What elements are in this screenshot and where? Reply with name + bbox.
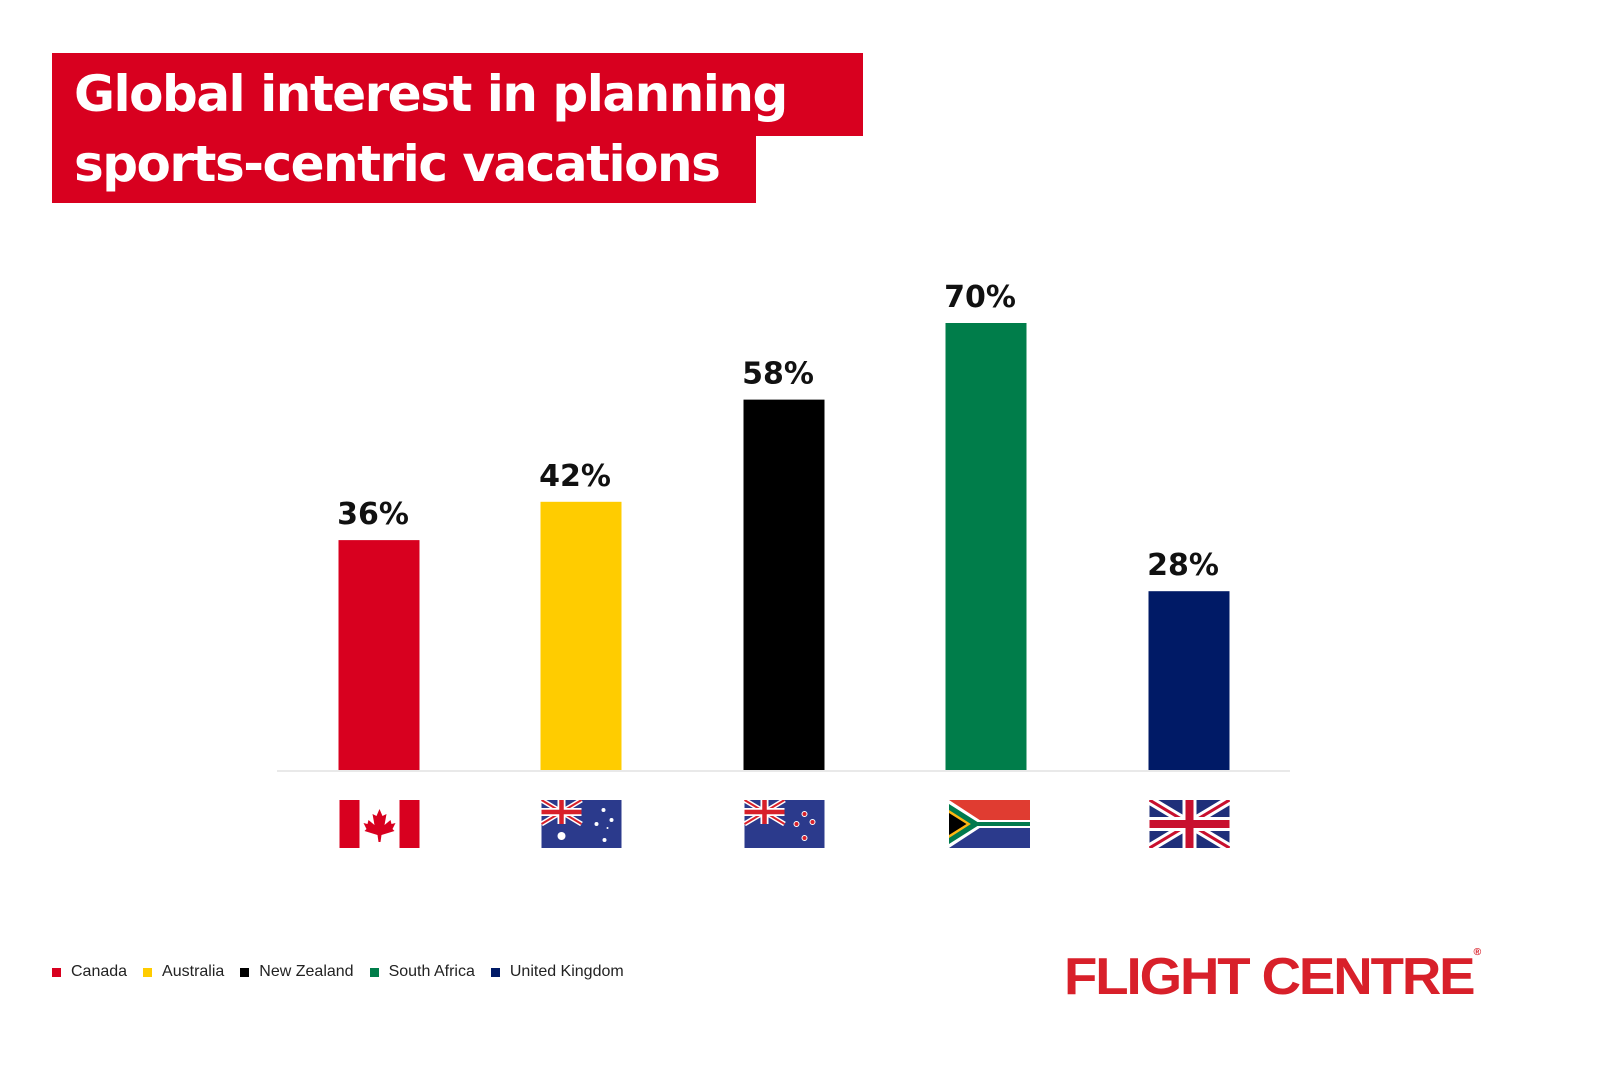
legend-label: South Africa <box>388 963 475 980</box>
registered-mark: ® <box>1473 947 1482 958</box>
bar-south-africa <box>945 323 1027 770</box>
legend-swatch <box>490 967 500 977</box>
bar-new-zealand <box>743 399 825 770</box>
legend-label: New Zealand <box>259 963 354 980</box>
bar-australia <box>540 501 622 770</box>
legend-label: United Kingdom <box>509 963 624 980</box>
legend-item-australia: Australia <box>143 963 224 981</box>
legend-item-united-kingdom: United Kingdom <box>490 963 624 981</box>
legend-item-canada: Canada <box>52 963 127 981</box>
data-label: 42% <box>539 459 611 494</box>
legend-label: Canada <box>71 963 128 980</box>
legend-label: Australia <box>162 963 225 980</box>
australia-flag-icon <box>541 800 622 848</box>
title-line-1: Global interest in planning <box>52 53 863 136</box>
south-africa-flag-icon <box>949 800 1030 848</box>
legend-swatch <box>240 967 250 977</box>
bar-united-kingdom <box>1148 591 1230 770</box>
logo-text: FLIGHT CENTRE <box>1064 948 1476 1006</box>
flight-centre-logo: FLIGHT CENTRE® <box>1064 947 1481 1007</box>
title-line-2: sports-centric vacations <box>52 135 756 203</box>
data-label: 58% <box>742 357 814 392</box>
data-label: 70% <box>944 280 1016 315</box>
legend-item-south-africa: South Africa <box>369 963 475 981</box>
data-label: 28% <box>1147 548 1219 583</box>
canada-flag-icon <box>339 800 420 848</box>
legend: Canada Australia New Zealand South Afric… <box>52 963 624 981</box>
legend-swatch <box>143 967 153 977</box>
legend-swatch <box>369 967 379 977</box>
legend-swatch <box>52 967 61 977</box>
legend-item-new-zealand: New Zealand <box>240 963 354 981</box>
bar-canada <box>338 540 420 770</box>
united-kingdom-flag-icon <box>1149 800 1230 848</box>
new-zealand-flag-icon <box>744 800 825 848</box>
data-label: 36% <box>337 497 409 532</box>
